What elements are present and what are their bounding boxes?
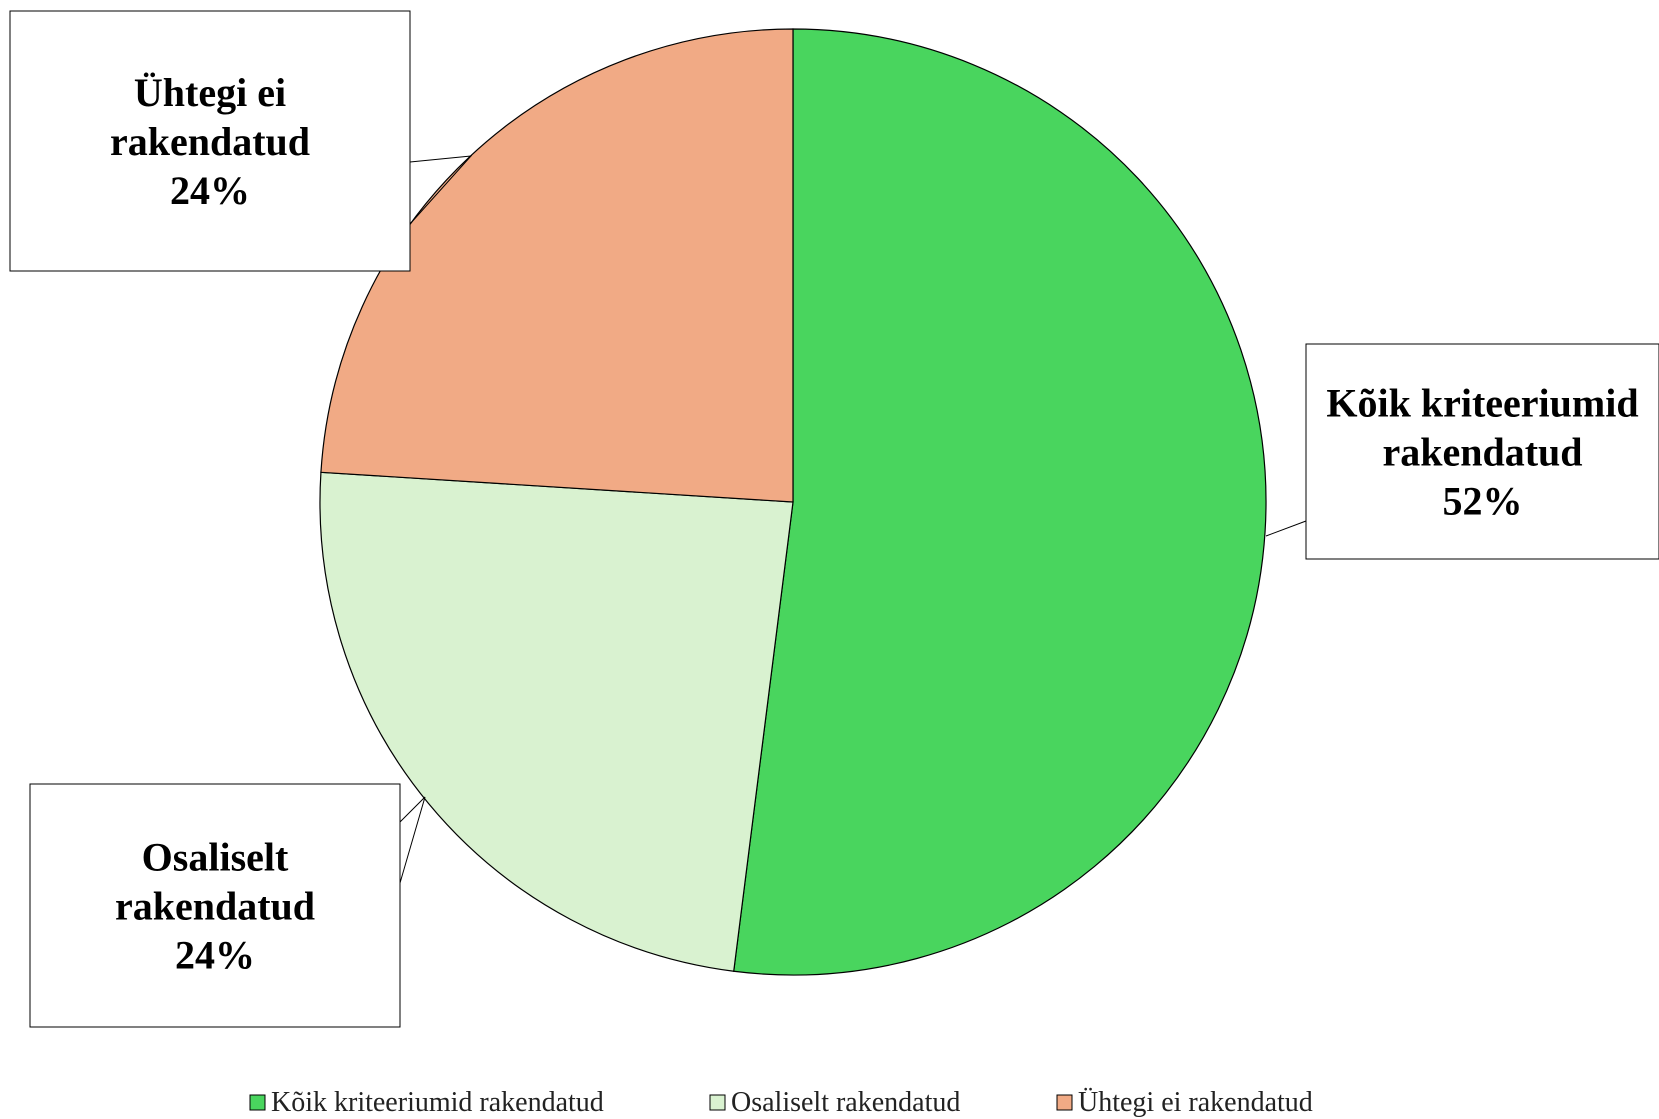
data-label-text: rakendatud bbox=[1382, 430, 1582, 475]
pie-slices bbox=[319, 28, 1267, 976]
data-label-percent: 24% bbox=[175, 933, 255, 978]
data-label-percent: 52% bbox=[1443, 479, 1523, 524]
data-label-text: rakendatud bbox=[115, 884, 315, 929]
legend-label: Kõik kriteeriumid rakendatud bbox=[271, 1087, 604, 1118]
callout-box bbox=[29, 783, 401, 1028]
legend-item-koik-kriteeriumid-rakendatud: Kõik kriteeriumid rakendatud bbox=[249, 1087, 604, 1118]
pie-slice-koik-kriteeriumid-rakendatud bbox=[733, 28, 1267, 976]
data-label-text: Osaliselt bbox=[142, 835, 289, 880]
legend: Kõik kriteeriumid rakendatud Osaliselt ra… bbox=[249, 1087, 1313, 1118]
data-callouts: Kõik kriteeriumidrakendatud52%Osaliseltr… bbox=[9, 10, 1659, 1028]
data-label-text: rakendatud bbox=[110, 119, 310, 164]
legend-item-osaliselt-rakendatud: Osaliselt rakendatud bbox=[709, 1087, 960, 1118]
legend-item-uhtegi-ei-rakendatud: Ühtegi ei rakendatud bbox=[1056, 1087, 1313, 1118]
callout-leader-line bbox=[1265, 520, 1307, 537]
pie-slice-osaliselt-rakendatud bbox=[319, 471, 794, 972]
data-label-percent: 24% bbox=[170, 168, 250, 213]
legend-swatch bbox=[1056, 1094, 1073, 1111]
callout-leader-line bbox=[399, 796, 426, 884]
callout-leader-line bbox=[409, 155, 473, 225]
callout-box bbox=[1305, 343, 1659, 560]
legend-label: Ühtegi ei rakendatud bbox=[1078, 1087, 1313, 1118]
data-label-text: Kõik kriteeriumid bbox=[1326, 381, 1638, 426]
callout-box bbox=[9, 10, 411, 272]
data-label-text: Ühtegi ei bbox=[134, 70, 286, 115]
legend-label: Osaliselt rakendatud bbox=[731, 1087, 960, 1118]
pie-slice-uhtegi-ei-rakendatud bbox=[320, 28, 794, 503]
legend-swatch bbox=[249, 1094, 266, 1111]
legend-swatch bbox=[709, 1094, 726, 1111]
